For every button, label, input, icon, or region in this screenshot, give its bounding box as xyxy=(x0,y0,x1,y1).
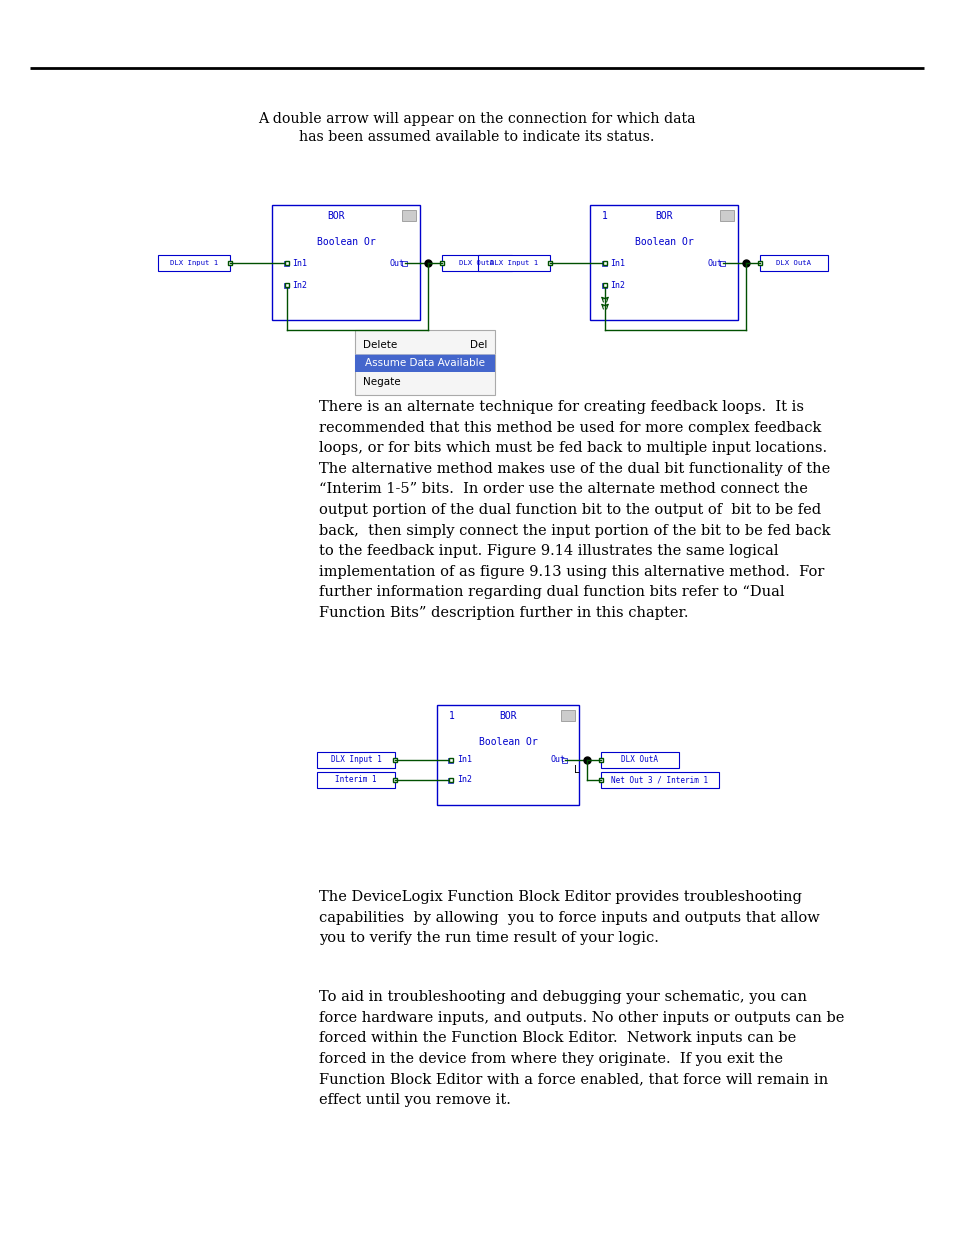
Text: DLX Input 1: DLX Input 1 xyxy=(170,261,218,266)
Text: There is an alternate technique for creating feedback loops.  It is
recommended : There is an alternate technique for crea… xyxy=(318,400,830,620)
FancyBboxPatch shape xyxy=(316,752,395,768)
Text: In1: In1 xyxy=(609,258,624,268)
Text: 1: 1 xyxy=(601,211,607,221)
FancyBboxPatch shape xyxy=(448,778,453,783)
Text: A double arrow will appear on the connection for which data: A double arrow will appear on the connec… xyxy=(258,112,695,126)
FancyBboxPatch shape xyxy=(441,254,512,270)
Text: BOR: BOR xyxy=(327,211,344,221)
FancyBboxPatch shape xyxy=(760,254,827,270)
FancyBboxPatch shape xyxy=(602,261,607,266)
Text: To aid in troubleshooting and debugging your schematic, you can
force hardware i: To aid in troubleshooting and debugging … xyxy=(318,990,843,1107)
FancyBboxPatch shape xyxy=(402,261,407,266)
Text: L: L xyxy=(574,764,579,776)
FancyBboxPatch shape xyxy=(720,210,733,221)
Text: BOR: BOR xyxy=(498,711,517,721)
Text: In1: In1 xyxy=(456,756,472,764)
FancyBboxPatch shape xyxy=(355,354,495,372)
Text: DLX Input 1: DLX Input 1 xyxy=(490,261,537,266)
Text: In1: In1 xyxy=(292,258,307,268)
Text: Negate: Negate xyxy=(363,377,400,387)
Text: Out: Out xyxy=(551,756,565,764)
Text: Boolean Or: Boolean Or xyxy=(634,237,693,247)
Text: Delete: Delete xyxy=(363,340,396,350)
FancyBboxPatch shape xyxy=(401,210,416,221)
FancyBboxPatch shape xyxy=(158,254,230,270)
Text: Boolean Or: Boolean Or xyxy=(478,737,537,747)
Text: Out: Out xyxy=(390,258,405,268)
Text: DLX OutA: DLX OutA xyxy=(459,261,494,266)
Text: 1: 1 xyxy=(449,711,455,721)
Text: DLX OutA: DLX OutA xyxy=(776,261,811,266)
Text: In2: In2 xyxy=(456,776,472,784)
Text: Out: Out xyxy=(707,258,722,268)
Text: Boolean Or: Boolean Or xyxy=(316,237,375,247)
Text: Net Out 3 / Interim 1: Net Out 3 / Interim 1 xyxy=(611,776,708,784)
Text: Assume Data Available: Assume Data Available xyxy=(365,358,484,368)
Text: BOR: BOR xyxy=(655,211,672,221)
Text: In2: In2 xyxy=(609,280,624,289)
FancyBboxPatch shape xyxy=(600,772,719,788)
Text: DLX OutA: DLX OutA xyxy=(620,756,658,764)
FancyBboxPatch shape xyxy=(720,261,724,266)
FancyBboxPatch shape xyxy=(602,283,607,288)
Text: In2: In2 xyxy=(292,280,307,289)
FancyBboxPatch shape xyxy=(600,752,679,768)
FancyBboxPatch shape xyxy=(448,757,453,762)
Text: Del: Del xyxy=(469,340,486,350)
FancyBboxPatch shape xyxy=(477,254,550,270)
FancyBboxPatch shape xyxy=(284,283,289,288)
Text: has been assumed available to indicate its status.: has been assumed available to indicate i… xyxy=(299,130,654,144)
FancyBboxPatch shape xyxy=(589,205,738,320)
FancyBboxPatch shape xyxy=(560,710,575,721)
Text: Interim 1: Interim 1 xyxy=(335,776,376,784)
FancyBboxPatch shape xyxy=(562,757,567,762)
FancyBboxPatch shape xyxy=(272,205,419,320)
FancyBboxPatch shape xyxy=(355,330,495,395)
Text: The DeviceLogix Function Block Editor provides troubleshooting
capabilities  by : The DeviceLogix Function Block Editor pr… xyxy=(318,890,819,945)
FancyBboxPatch shape xyxy=(316,772,395,788)
FancyBboxPatch shape xyxy=(284,261,289,266)
FancyBboxPatch shape xyxy=(436,705,578,805)
Text: DLX Input 1: DLX Input 1 xyxy=(331,756,381,764)
